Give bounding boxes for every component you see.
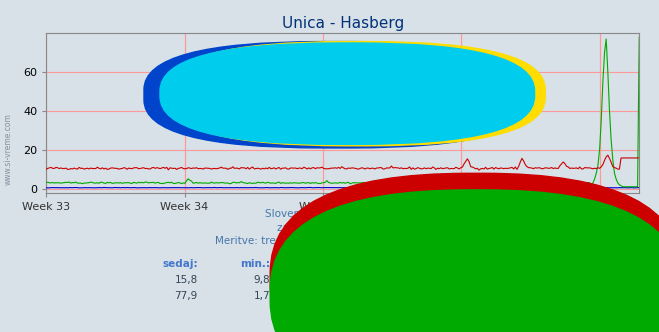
Text: 15,8: 15,8 (175, 275, 198, 285)
Text: www.si-vreme.com: www.si-vreme.com (180, 98, 505, 127)
Text: Meritve: trenutne  Enote: metrične  Črta: ne: Meritve: trenutne Enote: metrične Črta: … (215, 236, 444, 246)
Text: Unica - Hasberg: Unica - Hasberg (468, 259, 561, 269)
Text: zadnji mesec / 2 uri.: zadnji mesec / 2 uri. (277, 223, 382, 233)
Text: Slovenija / reke in morje.: Slovenija / reke in morje. (264, 209, 395, 219)
Text: 9,8: 9,8 (254, 275, 270, 285)
FancyBboxPatch shape (160, 43, 534, 144)
Text: www.si-vreme.com: www.si-vreme.com (3, 114, 13, 185)
Text: sedaj:: sedaj: (162, 259, 198, 269)
Text: 77,9: 77,9 (392, 291, 415, 301)
Text: temperatura[C]: temperatura[C] (491, 275, 573, 285)
Title: Unica - Hasberg: Unica - Hasberg (281, 16, 404, 31)
Text: povpr.:: povpr.: (302, 259, 343, 269)
Text: maks.:: maks.: (376, 259, 415, 269)
Text: 77,9: 77,9 (175, 291, 198, 301)
Text: min.:: min.: (240, 259, 270, 269)
Text: 10,5: 10,5 (320, 275, 343, 285)
Text: 1,7: 1,7 (254, 291, 270, 301)
Text: 16,4: 16,4 (392, 275, 415, 285)
FancyBboxPatch shape (168, 42, 545, 146)
FancyBboxPatch shape (144, 42, 529, 148)
Text: 3,1: 3,1 (326, 291, 343, 301)
Text: pretok[m3/s]: pretok[m3/s] (491, 291, 559, 301)
